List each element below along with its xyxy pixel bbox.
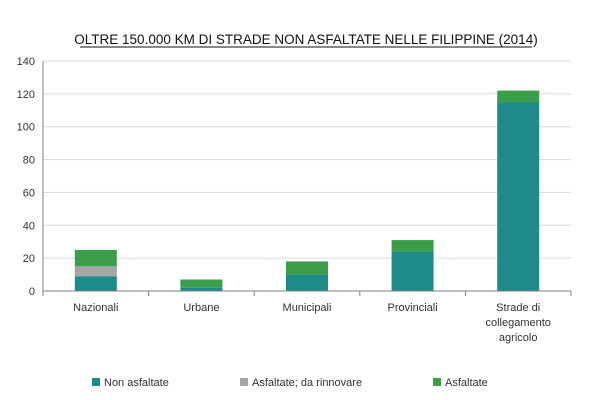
chart-title: OLTRE 150.000 KM DI STRADE NON ASFALTATE… [74, 32, 537, 47]
x-category-label: Municipali [283, 302, 332, 314]
bars [74, 90, 540, 291]
gridlines [43, 60, 571, 259]
y-tick-label: 80 [23, 155, 35, 167]
y-tick-label: 20 [23, 253, 35, 265]
bar-segment [74, 266, 117, 277]
x-category-label: Urbane [183, 302, 219, 314]
bar-segment [286, 261, 328, 275]
x-category-label-line: Strade di [496, 302, 540, 314]
bar-segment [391, 240, 434, 252]
y-tick-label: 40 [23, 220, 35, 232]
legend-label: Non asfaltate [104, 377, 169, 389]
bar-segment [286, 274, 328, 291]
y-axis-ticks: 0 20 40 60 80 100 120 140 [17, 56, 35, 298]
x-category-label: Strade di collegamento agricolo [485, 302, 550, 344]
bar-segment [74, 276, 117, 291]
x-category-label-line: Municipali [283, 302, 332, 314]
x-category-label: Provinciali [388, 302, 438, 314]
y-tick-label: 0 [29, 286, 35, 298]
x-category-label-line: Provinciali [388, 302, 438, 314]
y-tick-label: 120 [17, 89, 35, 101]
y-tick-label: 140 [17, 56, 35, 68]
bar-segment [497, 90, 540, 103]
bar-segment [180, 279, 223, 288]
x-category-label-line: Nazionali [73, 302, 118, 314]
axes [42, 61, 572, 296]
bar-segment [180, 287, 223, 291]
bar-segment [497, 102, 540, 291]
bar-segment [391, 251, 434, 291]
y-tick-label: 100 [17, 122, 35, 134]
x-axis-categories: Nazionali Urbane Municipali Provinciali Stra… [73, 302, 551, 344]
x-category-label-line: collegamento [485, 317, 550, 329]
x-category-label-line: Urbane [183, 302, 219, 314]
x-category-label-line: agricolo [499, 332, 538, 344]
legend-swatch [240, 378, 248, 386]
x-category-label: Nazionali [73, 302, 118, 314]
bar-segment [74, 249, 117, 267]
legend: Non asfaltate Asfaltate; da rinnovare Asfa… [92, 377, 488, 389]
legend-label: Asfaltate; da rinnovare [252, 377, 362, 389]
legend-swatch [433, 378, 441, 386]
legend-label: Asfaltate [445, 377, 488, 389]
legend-swatch [92, 378, 100, 386]
chart-title-group: OLTRE 150.000 KM DI STRADE NON ASFALTATE… [74, 32, 538, 48]
y-tick-label: 60 [23, 187, 35, 199]
